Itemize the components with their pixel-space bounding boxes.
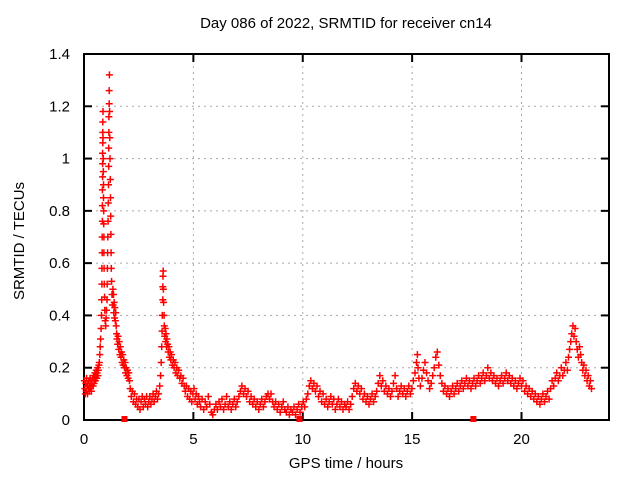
series-srmtid [80, 71, 595, 419]
x-tick-label: 15 [404, 431, 421, 448]
y-axis-label: SRMTID / TECUs [11, 182, 28, 300]
y-tick-label: 1.4 [49, 46, 70, 63]
data-point-square [296, 416, 303, 422]
x-tick-label: 10 [294, 431, 311, 448]
x-axis-label: GPS time / hours [289, 455, 403, 472]
tick-labels: 0 5 10 15 20 0 0.2 0.4 0.6 0.8 1 1.2 1.4 [49, 46, 530, 448]
y-tick-label: 0.4 [49, 307, 70, 324]
data-point-square [470, 416, 477, 422]
data-series [80, 71, 595, 422]
x-tick-label: 0 [80, 431, 88, 448]
y-tick-label: 1.2 [49, 98, 70, 115]
data-points-plus [80, 71, 595, 419]
axis-ticks [83, 53, 609, 421]
y-tick-label: 0.6 [49, 255, 70, 272]
y-tick-label: 0 [62, 412, 70, 429]
chart-title: Day 086 of 2022, SRMTID for receiver cn1… [200, 15, 492, 32]
data-point-square [121, 416, 128, 422]
plot-border [83, 53, 610, 421]
y-tick-label: 0.8 [49, 203, 70, 220]
y-tick-label: 0.2 [49, 360, 70, 377]
grid-lines [84, 54, 609, 420]
x-tick-label: 5 [189, 431, 197, 448]
series-baseline-flags [121, 416, 477, 422]
x-tick-label: 20 [513, 431, 530, 448]
y-tick-label: 1 [62, 151, 70, 168]
